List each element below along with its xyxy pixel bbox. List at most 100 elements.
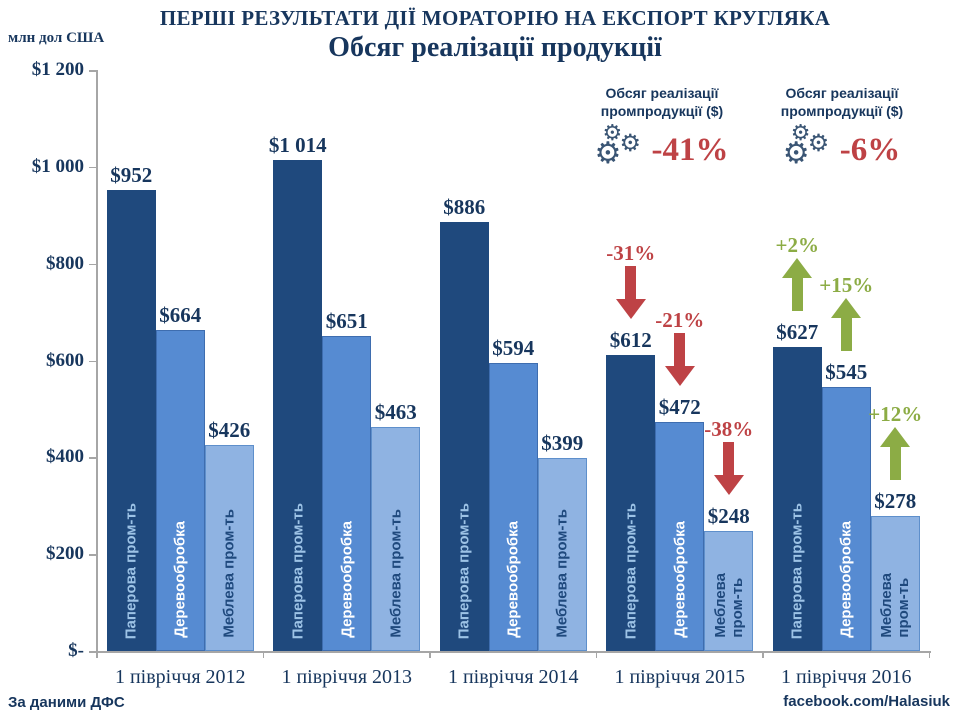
change-percent-label: +15% [819, 273, 874, 298]
x-tick-mark [429, 652, 431, 658]
arrow-down-icon [713, 441, 744, 495]
gear-glyph: ⚙ [594, 136, 622, 172]
x-axis-label: 1 півріччя 2014 [447, 666, 579, 688]
annotation-title: Обсяг реалізації промпродукції ($) [752, 84, 932, 120]
annotation-value: -6% [839, 131, 901, 168]
bar: Деревообробка [821, 387, 871, 651]
y-tick-label: $400 [46, 446, 84, 468]
gear-glyph: ⚙ [602, 121, 623, 147]
gear-glyph: ⚙ [790, 121, 811, 147]
bar-series-label: Деревообробка [671, 521, 689, 638]
bar-series-label: Деревообробка [837, 521, 855, 638]
annotation-title: Обсяг реалізації промпродукції ($) [572, 84, 752, 120]
y-tick-mark [89, 457, 96, 459]
bar: Паперова пром-ть [106, 190, 156, 651]
bar-value-label: $627 [776, 320, 819, 345]
bar-series-label: Меблева пром-ть [387, 509, 405, 638]
change-percent-label: +12% [868, 402, 923, 427]
bar: Меблева пром-ть [870, 516, 920, 651]
bar: Деревообробка [655, 422, 705, 651]
y-tick-mark [89, 651, 96, 653]
bar: Меблева пром-ть [704, 530, 754, 651]
bar-value-label: $399 [541, 430, 584, 455]
gear-glyph: ⚙ [782, 136, 810, 172]
gear-glyph: ⚙ [619, 129, 642, 158]
bar-series-label: Паперова пром-ть [289, 502, 307, 639]
arrow-up-icon [831, 298, 862, 352]
bar: Паперова пром-ть [772, 347, 822, 651]
bar-value-label: $278 [874, 489, 917, 514]
bar-value-label: $612 [609, 327, 652, 352]
y-axis-unit-label: млн дол США [8, 30, 105, 46]
y-axis-line [96, 70, 98, 651]
bar: Меблева пром-ть [371, 426, 421, 651]
x-axis-label: 1 півріччя 2015 [614, 666, 746, 688]
gear-glyph: ⚙ [807, 129, 830, 158]
bar: Деревообробка [155, 329, 205, 651]
y-tick-label: $200 [46, 543, 84, 565]
bar-series-label: Паперова пром-ть [455, 502, 473, 639]
annotation-industrial-output-2: Обсяг реалізації промпродукції ($) ⚙ ⚙ ⚙ -… [752, 84, 932, 176]
arrow-up-icon [880, 427, 911, 481]
bar: Меблева пром-ть [537, 457, 587, 651]
bar-series-label: Паперова пром-ть [622, 502, 640, 639]
arrow-down-icon [664, 333, 695, 387]
annotation-title-line1: Обсяг реалізації [785, 85, 899, 101]
arrow-down-icon [615, 265, 646, 319]
bar-value-label: $952 [110, 163, 153, 188]
y-tick-label: $800 [46, 252, 84, 274]
data-source-note: За даними ДФС [8, 694, 125, 711]
bar-value-label: $472 [658, 395, 701, 420]
bar-value-label: $463 [374, 399, 417, 424]
bar: Деревообробка [322, 335, 372, 651]
change-percent-label: -31% [606, 240, 656, 265]
x-axis-label: 1 півріччя 2013 [281, 666, 413, 688]
bar-series-label: Паперова пром-ть [788, 502, 806, 639]
bar-value-label: $248 [707, 503, 750, 528]
x-tick-mark [262, 652, 264, 658]
bar: Паперова пром-ть [439, 222, 489, 651]
bar-series-label: Деревообробка [504, 521, 522, 638]
annotation-title-line2: промпродукції ($) [600, 103, 724, 120]
facebook-credit: facebook.com/Halasiuk [783, 693, 950, 710]
bar-value-label: $545 [825, 360, 868, 385]
bar: Меблева пром-ть [204, 444, 254, 651]
x-axis-label: 1 півріччя 2016 [780, 666, 912, 688]
bar-value-label: $664 [159, 302, 202, 327]
bar: Паперова пром-ть [273, 160, 323, 651]
y-tick-mark [89, 263, 96, 266]
arrow-up-icon [782, 258, 813, 312]
bar-series-label: Меблева пром-ть [220, 509, 238, 638]
change-percent-label: -21% [655, 308, 705, 333]
bar-series-label: Меблева пром-ть [711, 573, 746, 638]
annotation-industrial-output-1: Обсяг реалізації промпродукції ($) ⚙ ⚙ ⚙ -… [572, 84, 752, 176]
y-tick-mark [89, 360, 96, 362]
bar-series-label: Деревообробка [338, 521, 356, 638]
annotation-title-line2: промпродукції ($) [780, 103, 904, 120]
bar-value-label: $594 [492, 336, 535, 361]
page-title: ПЕРШІ РЕЗУЛЬТАТИ ДІЇ МОРАТОРІЮ НА ЕКСПОР… [159, 6, 831, 30]
bar-series-label: Паперова пром-ть [122, 502, 140, 639]
y-tick-label: $600 [46, 349, 84, 371]
change-percent-label: +2% [775, 233, 819, 258]
annotation-title-line1: Обсяг реалізації [605, 85, 719, 101]
x-axis-line [96, 651, 931, 653]
x-tick-mark [762, 652, 764, 658]
chart-title: Обсяг реалізації продукції [328, 32, 662, 63]
y-tick-mark [89, 70, 96, 72]
y-tick-mark [89, 554, 96, 556]
x-tick-mark [595, 652, 597, 658]
y-tick-mark [89, 166, 96, 169]
x-axis-label: 1 півріччя 2012 [114, 666, 246, 688]
gears-icon: ⚙ ⚙ ⚙ [594, 121, 644, 174]
bar: Паперова пром-ть [606, 354, 656, 651]
gears-icon: ⚙ ⚙ ⚙ [782, 121, 832, 174]
y-tick-label: $1 000 [31, 155, 84, 177]
bar-series-label: Меблева пром-ть [878, 573, 913, 638]
y-tick-label: $1 200 [31, 59, 84, 80]
bar-value-label: $886 [443, 195, 486, 220]
annotation-value: -41% [651, 131, 729, 168]
bar-series-label: Деревообробка [171, 521, 189, 638]
change-percent-label: -38% [704, 416, 754, 441]
